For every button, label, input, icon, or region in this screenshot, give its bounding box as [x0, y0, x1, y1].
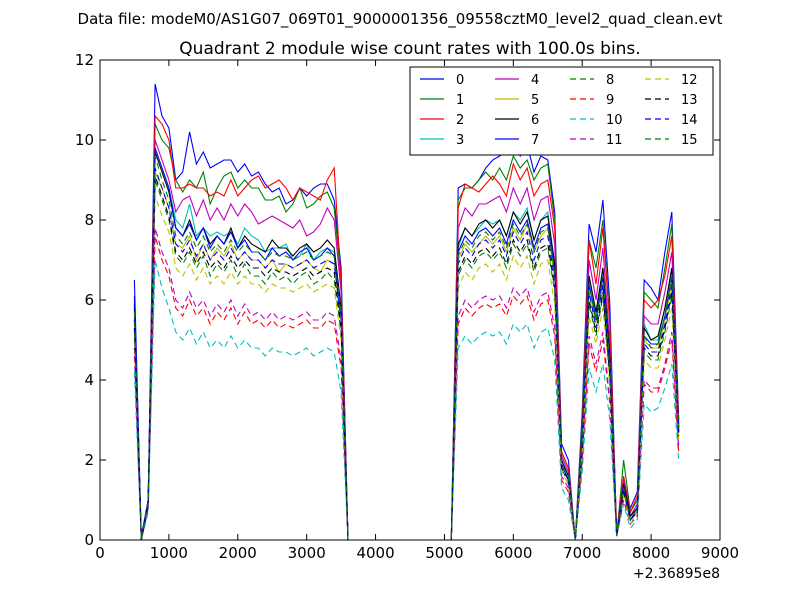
x-tick-label: 2000 [219, 544, 257, 562]
x-tick-label: 9000 [701, 544, 739, 562]
series-line-13 [133, 175, 680, 541]
y-tick-label: 12 [75, 51, 94, 69]
legend-label-10: 10 [606, 113, 623, 128]
legend-label-11: 11 [606, 133, 623, 148]
series-line-7 [133, 147, 680, 541]
legend-label-8: 8 [606, 73, 614, 88]
x-axis: 0 1000 2000 3000 4000 5000 6000 7000 8000 9000 [95, 60, 739, 562]
y-tick-label: 6 [84, 291, 94, 309]
legend-label-6: 6 [531, 113, 539, 128]
x-tick-label: 4000 [356, 544, 394, 562]
x-tick-label: 7000 [563, 544, 601, 562]
chart-title: Quadrant 2 module wise count rates with … [179, 39, 640, 59]
series-line-15 [133, 155, 680, 541]
series-line-11 [133, 227, 680, 541]
y-tick-label: 0 [84, 531, 94, 549]
legend-label-0: 0 [456, 73, 464, 88]
series-line-5 [133, 171, 680, 541]
legend-label-13: 13 [681, 93, 698, 108]
legend-label-1: 1 [456, 93, 464, 108]
chart-suptitle: Data file: modeM0/AS1G07_069T01_90000013… [78, 10, 723, 29]
legend-label-14: 14 [681, 113, 698, 128]
series-line-14 [133, 167, 680, 541]
y-tick-label: 4 [84, 371, 94, 389]
y-tick-label: 8 [84, 211, 94, 229]
x-tick-label: 0 [95, 544, 105, 562]
x-tick-label: 1000 [150, 544, 188, 562]
y-tick-label: 2 [84, 451, 94, 469]
legend-label-9: 9 [606, 93, 614, 108]
legend-label-5: 5 [531, 93, 539, 108]
legend-label-2: 2 [456, 113, 464, 128]
x-tick-label: 6000 [494, 544, 532, 562]
x-offset-label: +2.36895e8 [633, 566, 720, 582]
legend-label-12: 12 [681, 73, 698, 88]
legend-label-7: 7 [531, 133, 539, 148]
legend-box [409, 66, 714, 156]
y-tick-label: 10 [75, 131, 94, 149]
series-line-3 [133, 147, 680, 541]
legend-label-15: 15 [681, 133, 698, 148]
x-tick-label: 5000 [425, 544, 463, 562]
legend-label-3: 3 [456, 133, 464, 148]
x-tick-label: 8000 [632, 544, 670, 562]
x-tick-label: 3000 [288, 544, 326, 562]
legend-label-4: 4 [531, 73, 539, 88]
